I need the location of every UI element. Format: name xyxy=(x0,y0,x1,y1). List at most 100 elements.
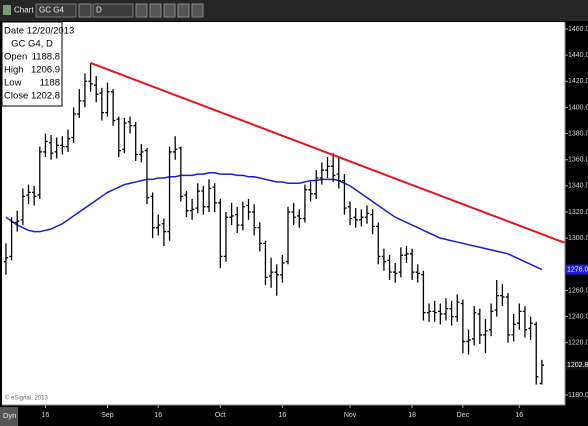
ohlc-bar xyxy=(48,134,54,160)
ohlc-bar xyxy=(122,117,127,154)
trendline xyxy=(90,62,565,244)
tool-button[interactable] xyxy=(163,3,176,18)
ohlc-bar xyxy=(494,279,499,317)
price-marker xyxy=(566,264,588,275)
ohlc-bar xyxy=(387,255,392,280)
ohlc-bar xyxy=(319,162,325,185)
status-box xyxy=(0,407,18,426)
info-close-value: 1202.8 xyxy=(31,91,60,102)
ohlc-bar xyxy=(443,298,449,321)
tool-button[interactable] xyxy=(191,3,204,18)
ohlc-bar xyxy=(438,303,443,325)
ohlc-bar xyxy=(110,89,116,126)
ohlc-bar xyxy=(409,248,415,280)
ohlc-bar xyxy=(133,121,138,162)
x-tick-label: 18 xyxy=(408,412,416,419)
ohlc-bar xyxy=(212,183,217,212)
ohlc-bar xyxy=(280,255,285,283)
ohlc-bar xyxy=(432,300,437,322)
ohlc-bar xyxy=(246,198,251,220)
ohlc-bar xyxy=(26,184,31,205)
ohlc-bar xyxy=(195,183,200,214)
ohlc-bar xyxy=(235,206,240,233)
info-high-value: 1206.9 xyxy=(31,65,60,76)
ohlc-bar xyxy=(144,147,150,205)
ohlc-bar xyxy=(291,202,296,226)
ohlc-bar xyxy=(404,245,409,263)
y-tick-label: 1340.0 xyxy=(568,183,588,190)
info-low-value: 1188 xyxy=(40,78,60,89)
ohlc-bar xyxy=(37,146,42,199)
ohlc-bar xyxy=(274,264,279,296)
ohlc-bar xyxy=(167,146,172,241)
ohlc-bar xyxy=(297,209,302,228)
ohlc-bar xyxy=(534,321,539,385)
ohlc-bar xyxy=(330,153,336,182)
ohlc-bar xyxy=(105,82,110,117)
ohlc-bar xyxy=(88,62,93,92)
tool-button[interactable] xyxy=(177,3,190,18)
x-tick-label: Sep xyxy=(101,412,114,419)
info-high-label: High xyxy=(4,65,24,76)
ohlc-bar xyxy=(178,146,184,202)
x-tick-label: 16 xyxy=(278,412,286,419)
ohlc-bar xyxy=(15,210,20,232)
ohlc-bar xyxy=(139,144,144,163)
ohlc-bar xyxy=(398,247,404,278)
plot-area xyxy=(2,22,565,405)
ohlc-bar xyxy=(522,306,528,338)
ohlc-bar xyxy=(342,174,347,215)
ohlc-bar xyxy=(77,89,82,118)
ohlc-bar xyxy=(511,313,516,342)
ohlc-bar xyxy=(528,316,533,341)
x-tick-label: 16 xyxy=(515,412,523,419)
x-tick-label: Oct xyxy=(215,412,226,419)
x-tick-label: 16 xyxy=(154,412,162,419)
info-open-label: Open xyxy=(4,52,27,63)
ohlc-bar xyxy=(539,359,545,385)
ohlc-bar xyxy=(60,136,65,155)
ohlc-bar xyxy=(82,73,88,108)
search-button[interactable] xyxy=(78,3,92,18)
y-tick-label: 1220.0 xyxy=(568,340,588,347)
ohlc-bar xyxy=(364,205,370,224)
ohlc-bar xyxy=(184,191,189,218)
y-tick-label: 1400.0 xyxy=(568,104,588,111)
ohlc-bar xyxy=(99,87,105,121)
tool-button[interactable] xyxy=(149,3,162,18)
symbol-input[interactable] xyxy=(35,3,77,18)
ohlc-bar xyxy=(500,283,505,307)
window-icon xyxy=(3,5,11,15)
moving-average xyxy=(5,172,543,271)
y-tick-label: 1300.0 xyxy=(568,235,588,242)
ohlc-bar xyxy=(161,218,167,246)
ohlc-bar xyxy=(285,206,291,265)
ohlc-bar xyxy=(455,294,460,322)
y-tick-label: 1360.0 xyxy=(568,157,588,164)
interval-input[interactable] xyxy=(92,3,134,18)
ohlc-bar xyxy=(308,181,313,202)
symbol-text: GC G4 xyxy=(39,6,64,15)
y-tick-label: 1420.0 xyxy=(568,78,588,85)
ohlc-bar xyxy=(189,198,195,220)
y-tick-label: 1460.0 xyxy=(568,26,588,33)
status-label: Dyn xyxy=(3,411,16,420)
ohlc-bar xyxy=(31,185,37,206)
window-title: Chart xyxy=(14,6,34,15)
ohlc-bar xyxy=(156,214,161,236)
ohlc-bar xyxy=(483,319,488,354)
price-marker-label: 1202.8 xyxy=(567,362,588,369)
tool-button[interactable] xyxy=(135,3,148,18)
ohlc-bar xyxy=(3,243,9,275)
plot xyxy=(3,62,565,385)
y-tick-label: 1240.0 xyxy=(568,313,588,320)
info-box: Date 12/20/2013 GC G4, D Open 1188.8 Hig… xyxy=(1,21,74,107)
info-date: Date 12/20/2013 xyxy=(4,26,74,37)
info-title: GC G4, D xyxy=(11,39,53,50)
info-frame xyxy=(1,21,63,107)
ohlc-bar xyxy=(127,116,133,134)
ohlc-bar xyxy=(302,184,308,223)
y-tick-label: 1440.0 xyxy=(568,52,588,59)
ohlc-bar xyxy=(471,306,477,346)
